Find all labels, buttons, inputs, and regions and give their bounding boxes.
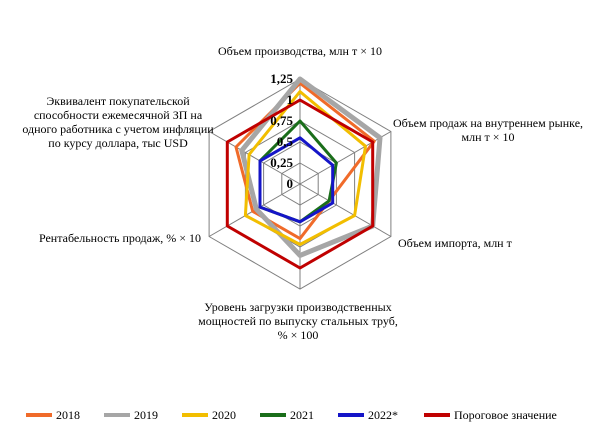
legend-swatch-2019 [104, 413, 130, 417]
legend-item-2018: 2018 [26, 405, 80, 425]
legend-item-2021: 2021 [260, 405, 314, 425]
legend-swatch-2020 [182, 413, 208, 417]
tick-label: 0,5 [277, 134, 294, 149]
legend-swatch-threshold [424, 413, 450, 417]
legend-item-2022: 2022* [338, 405, 398, 425]
tick-label: 0,25 [270, 155, 293, 170]
grid-spoke [299, 131, 392, 185]
legend-item-2019: 2019 [104, 405, 158, 425]
legend-label-2021: 2021 [290, 407, 314, 422]
tick-label: 1,25 [270, 71, 293, 86]
legend-swatch-2018 [26, 413, 52, 417]
radar-series [225, 76, 383, 270]
axis-label-import: Объем импорта, млн т [398, 236, 512, 250]
axis-label-domestic-sales: Объем продаж на внутреннем рынке, млн т … [392, 116, 584, 144]
legend-label-2019: 2019 [134, 407, 158, 422]
tick-label: 0,75 [270, 113, 293, 128]
legend-label-2020: 2020 [212, 407, 236, 422]
legend-label-2018: 2018 [56, 407, 80, 422]
grid-spoke [208, 131, 301, 185]
legend-label-2022: 2022* [368, 407, 398, 422]
tick-label: 1 [287, 92, 294, 107]
legend-item-2020: 2020 [182, 405, 236, 425]
axis-label-profitability: Рентабельность продаж, % × 10 [38, 231, 202, 245]
legend-item-threshold: Пороговое значение [424, 405, 557, 425]
grid-spoke [299, 183, 392, 237]
series-line-2018 [234, 81, 376, 241]
legend-swatch-2022 [338, 413, 364, 417]
series-line-2020 [243, 90, 367, 246]
tick-label: 0 [287, 176, 294, 191]
series-line-2019 [239, 76, 383, 258]
series-line-2022 [258, 136, 335, 224]
legend-label-threshold: Пороговое значение [454, 407, 557, 422]
radar-ticks: 0 0,25 0,5 0,75 1 1,25 [270, 71, 293, 191]
legend: 2018 2019 2020 2021 2022* Пороговое знач… [0, 405, 590, 425]
series-line- [225, 98, 375, 270]
axis-label-production: Объем производства, млн т × 10 [218, 44, 382, 58]
axis-label-salary-equivalent: Эквивалент покупательской способности еж… [22, 94, 214, 150]
axis-label-capacity-utilization: Уровень загрузки производственных мощнос… [198, 300, 398, 342]
legend-swatch-2021 [260, 413, 286, 417]
